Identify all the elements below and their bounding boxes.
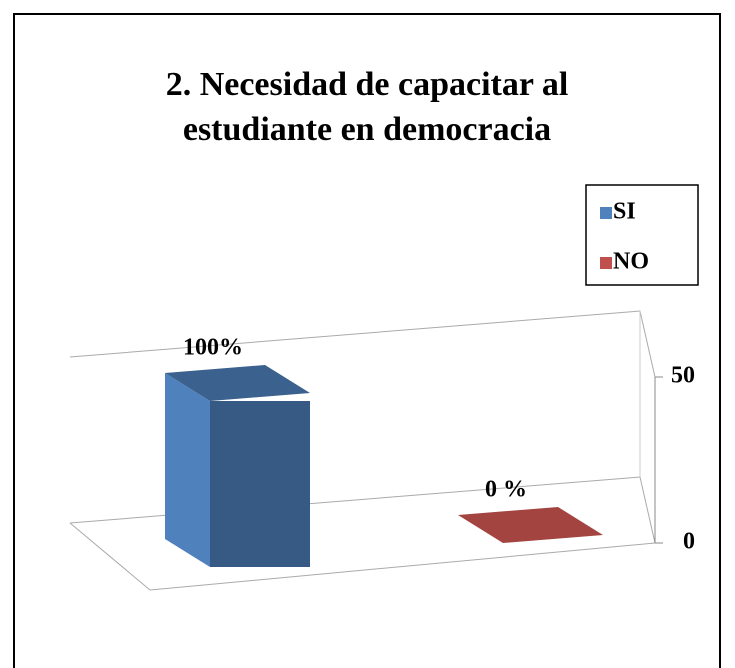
y-tick-label: 50 bbox=[671, 363, 695, 389]
floor-front bbox=[69, 522, 656, 591]
bar-top bbox=[165, 365, 310, 401]
bar-side bbox=[165, 373, 210, 567]
grid-line bbox=[69, 310, 656, 378]
y-tick-label: 0 bbox=[683, 529, 695, 555]
bar-top bbox=[458, 507, 603, 543]
legend-label: SI bbox=[613, 199, 636, 225]
bar bbox=[210, 401, 310, 567]
value-label: 100% bbox=[183, 335, 243, 361]
legend-swatch bbox=[600, 207, 612, 219]
legend-swatch bbox=[600, 257, 612, 269]
chart-title: 2. Necesidad de capacitar al estudiante … bbox=[165, 66, 569, 148]
value-label: 0 % bbox=[485, 477, 527, 503]
legend-label: NO bbox=[613, 249, 649, 275]
chart-border bbox=[13, 13, 721, 668]
